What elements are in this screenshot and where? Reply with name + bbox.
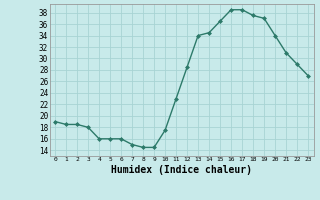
X-axis label: Humidex (Indice chaleur): Humidex (Indice chaleur) bbox=[111, 165, 252, 175]
